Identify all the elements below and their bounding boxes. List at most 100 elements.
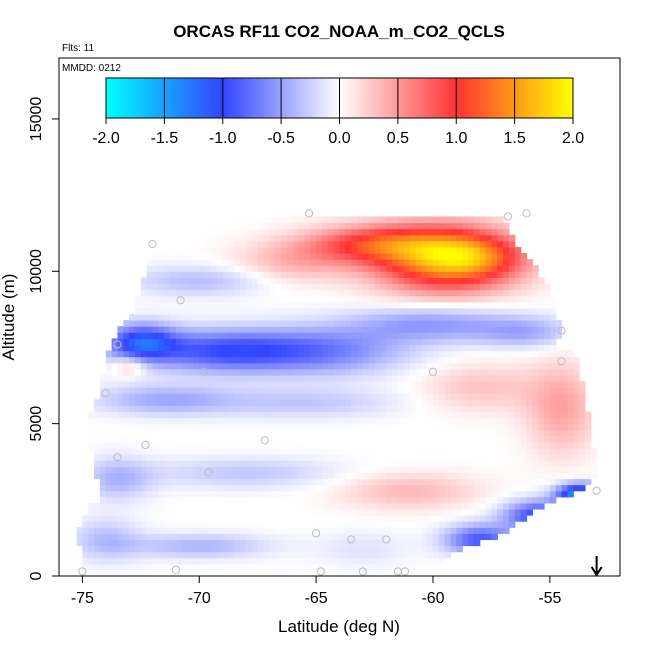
heatmap-cell (333, 228, 341, 236)
heatmap-cell (468, 533, 475, 541)
heatmap-cell (468, 295, 475, 303)
heatmap-cell (456, 417, 463, 425)
heatmap-cell (269, 508, 276, 516)
heatmap-cell (473, 405, 481, 413)
heatmap-cell (316, 387, 323, 394)
heatmap-cell (526, 320, 533, 327)
heatmap-cell (380, 234, 387, 242)
heatmap-cell (298, 356, 306, 364)
heatmap-cell (234, 472, 241, 480)
heatmap-cell (269, 277, 276, 285)
heatmap-cell (392, 246, 399, 254)
heatmap-cell (555, 380, 563, 388)
heatmap-cell (257, 502, 265, 510)
heatmap-cell (99, 435, 107, 443)
heatmap-cell (409, 356, 417, 364)
heatmap-cell (433, 533, 440, 541)
heatmap-cell (321, 515, 329, 522)
heatmap-cell (205, 301, 212, 309)
heatmap-cell (456, 222, 463, 230)
heatmap-cell (497, 234, 504, 242)
heatmap-cell (327, 222, 335, 230)
heatmap-cell (281, 368, 288, 376)
heatmap-cell (485, 454, 493, 461)
heatmap-cell (187, 545, 194, 553)
heatmap-cell (421, 313, 428, 321)
heatmap-cell (240, 216, 247, 224)
heatmap-cell (275, 484, 282, 492)
heatmap-cell (503, 277, 510, 285)
heatmap-cell (246, 228, 253, 236)
heatmap-cell (205, 527, 212, 534)
colorbar-tick-label: -0.5 (267, 130, 295, 147)
heatmap-cell (456, 228, 463, 236)
heatmap-cell (456, 374, 463, 382)
heatmap-cell (321, 332, 329, 339)
heatmap-cell (152, 277, 159, 285)
heatmap-cell (333, 338, 341, 346)
heatmap-cell (88, 527, 95, 534)
heatmap-cell (216, 569, 224, 577)
heatmap-cell (491, 502, 498, 510)
heatmap-cell (298, 466, 306, 473)
heatmap-cell (210, 259, 218, 266)
heatmap-cell (485, 356, 493, 364)
heatmap-cell (532, 460, 539, 467)
heatmap-cell (462, 466, 469, 473)
heatmap-cell (409, 368, 417, 376)
heatmap-cell (351, 557, 358, 565)
heatmap-cell (438, 411, 446, 419)
heatmap-cell (345, 222, 352, 230)
heatmap-cell (251, 472, 259, 480)
heatmap-cell (181, 332, 189, 339)
heatmap-cell (275, 289, 282, 297)
heatmap-cell (298, 539, 306, 547)
heatmap-cell (234, 448, 241, 455)
heatmap-cell (444, 301, 452, 309)
heatmap-cell (538, 460, 545, 467)
heatmap-cell (199, 356, 206, 364)
heatmap-cell (438, 240, 446, 248)
heatmap-cell (193, 332, 200, 339)
heatmap-cell (362, 222, 370, 230)
heatmap-cell (433, 356, 440, 364)
heatmap-cell (146, 393, 154, 400)
heatmap-cell (199, 307, 206, 315)
heatmap-cell (427, 271, 434, 278)
heatmap-cell (164, 326, 171, 333)
heatmap-cell (444, 356, 452, 364)
heatmap-cell (327, 216, 335, 224)
heatmap-cell (479, 301, 487, 309)
sample-point (358, 567, 367, 576)
heatmap-cell (327, 387, 335, 394)
heatmap-cell (199, 417, 206, 425)
heatmap-cell (473, 441, 481, 449)
heatmap-cell (263, 295, 270, 303)
heatmap-cell (357, 313, 364, 321)
heatmap-cell (88, 539, 95, 547)
heatmap-cell (152, 508, 159, 516)
heatmap-cell (216, 362, 224, 370)
heatmap-cell (234, 344, 241, 352)
heatmap-cell (210, 350, 218, 358)
heatmap-cell (134, 557, 142, 565)
heatmap-cell (433, 496, 440, 504)
heatmap-cell (123, 429, 130, 437)
heatmap-cell (193, 380, 200, 388)
heatmap-cell (351, 527, 358, 534)
heatmap-cell (146, 423, 154, 431)
heatmap-cell (146, 399, 154, 406)
heatmap-cell (409, 539, 417, 547)
heatmap-cell (386, 496, 393, 504)
heatmap-cell (140, 417, 148, 425)
heatmap-cell (386, 338, 393, 346)
heatmap-cell (532, 295, 539, 303)
heatmap-cell (134, 515, 142, 522)
heatmap-cell (158, 557, 165, 565)
heatmap-cell (333, 490, 341, 498)
heatmap-cell (479, 478, 487, 486)
heatmap-cell (333, 295, 341, 303)
heatmap-cell (538, 362, 545, 370)
heatmap-cell (351, 320, 358, 327)
heatmap-cell (257, 429, 265, 437)
